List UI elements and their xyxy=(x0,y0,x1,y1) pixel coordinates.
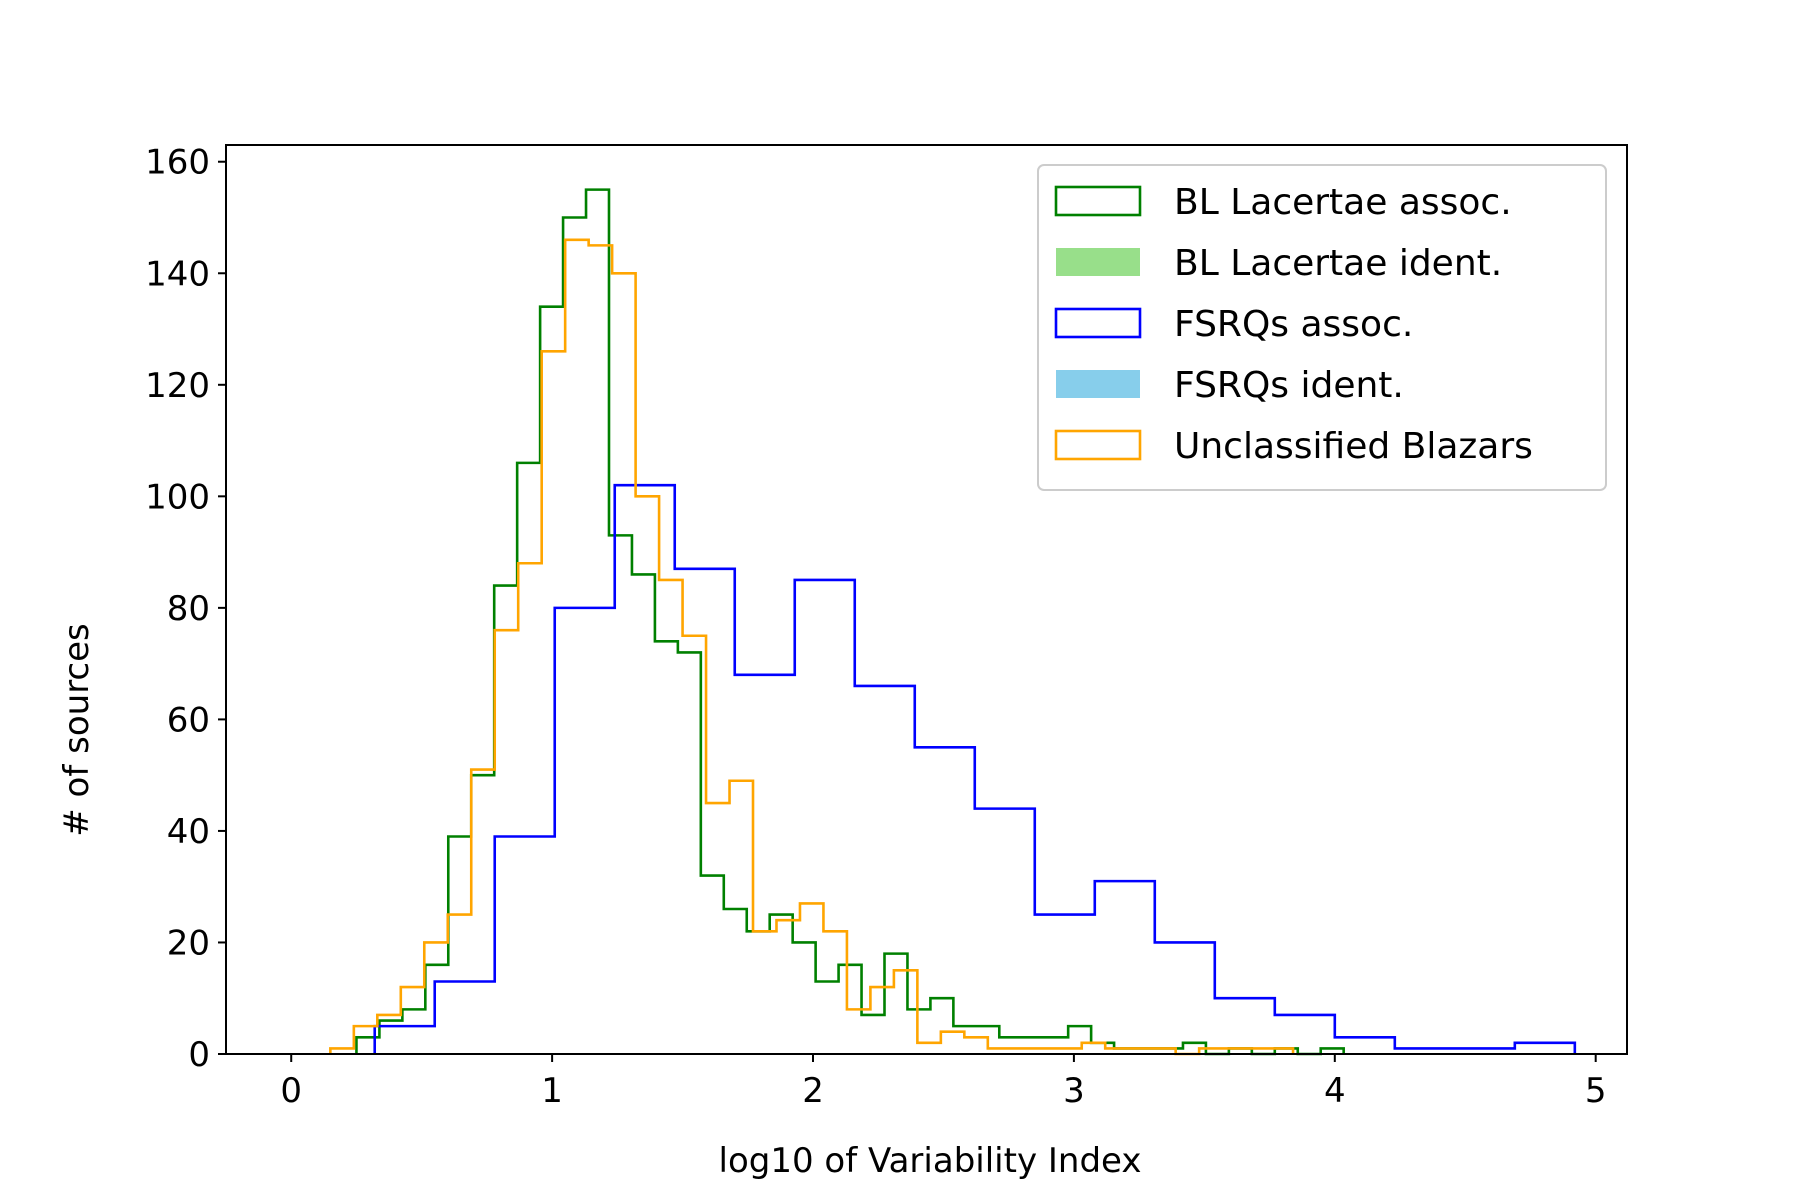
y-tick-label: 20 xyxy=(167,923,210,963)
y-tick-label: 0 xyxy=(188,1035,210,1075)
x-tick-label: 4 xyxy=(1324,1071,1346,1111)
axes: 0 1 2 3 4 5 0 20 40 60 80 100 120 140 160 xyxy=(145,143,1628,1111)
legend-swatch-fsrqs-ident xyxy=(1056,370,1140,398)
histogram-unclassified-blazars xyxy=(329,238,1295,1056)
legend-box xyxy=(1037,164,1607,491)
legend-swatch-fsrqs-assoc xyxy=(1054,307,1142,339)
legend-label: BL Lacertae ident. xyxy=(1174,243,1502,284)
x-axis-label: log10 of Variability Index xyxy=(719,1141,1142,1181)
x-tick-label: 1 xyxy=(541,1071,563,1111)
x-tick-label: 0 xyxy=(280,1071,302,1111)
y-tick-label: 120 xyxy=(145,366,210,406)
legend-label: FSRQs ident. xyxy=(1174,365,1404,406)
y-tick-label: 100 xyxy=(145,477,210,517)
x-tick-label: 3 xyxy=(1063,1071,1085,1111)
x-tick-label: 2 xyxy=(802,1071,824,1111)
y-axis-label: # of sources xyxy=(57,623,97,837)
x-tick-label: 5 xyxy=(1585,1071,1607,1111)
y-tick-label: 140 xyxy=(145,254,210,294)
y-tick-label: 160 xyxy=(145,143,210,183)
y-tick-label: 40 xyxy=(167,812,210,852)
histogram-bl-lacertae-assoc xyxy=(355,188,1345,1056)
legend-swatch-unclassified-blazars xyxy=(1054,429,1142,461)
plot-marks xyxy=(329,188,1577,1056)
legend: BL Lacertae assoc. BL Lacertae ident. FSRQ… xyxy=(1037,164,1607,491)
legend-label: BL Lacertae assoc. xyxy=(1174,182,1512,223)
histogram-fsrqs-assoc xyxy=(373,483,1577,1054)
y-tick-label: 60 xyxy=(167,700,210,740)
legend-swatch-bl-lacertae-ident xyxy=(1056,248,1140,276)
legend-label: Unclassified Blazars xyxy=(1174,426,1533,467)
legend-swatch-bl-lacertae-assoc xyxy=(1054,185,1142,217)
plot-frame xyxy=(225,144,1628,1055)
legend-label: FSRQs assoc. xyxy=(1174,304,1413,345)
y-tick-label: 80 xyxy=(167,589,210,629)
